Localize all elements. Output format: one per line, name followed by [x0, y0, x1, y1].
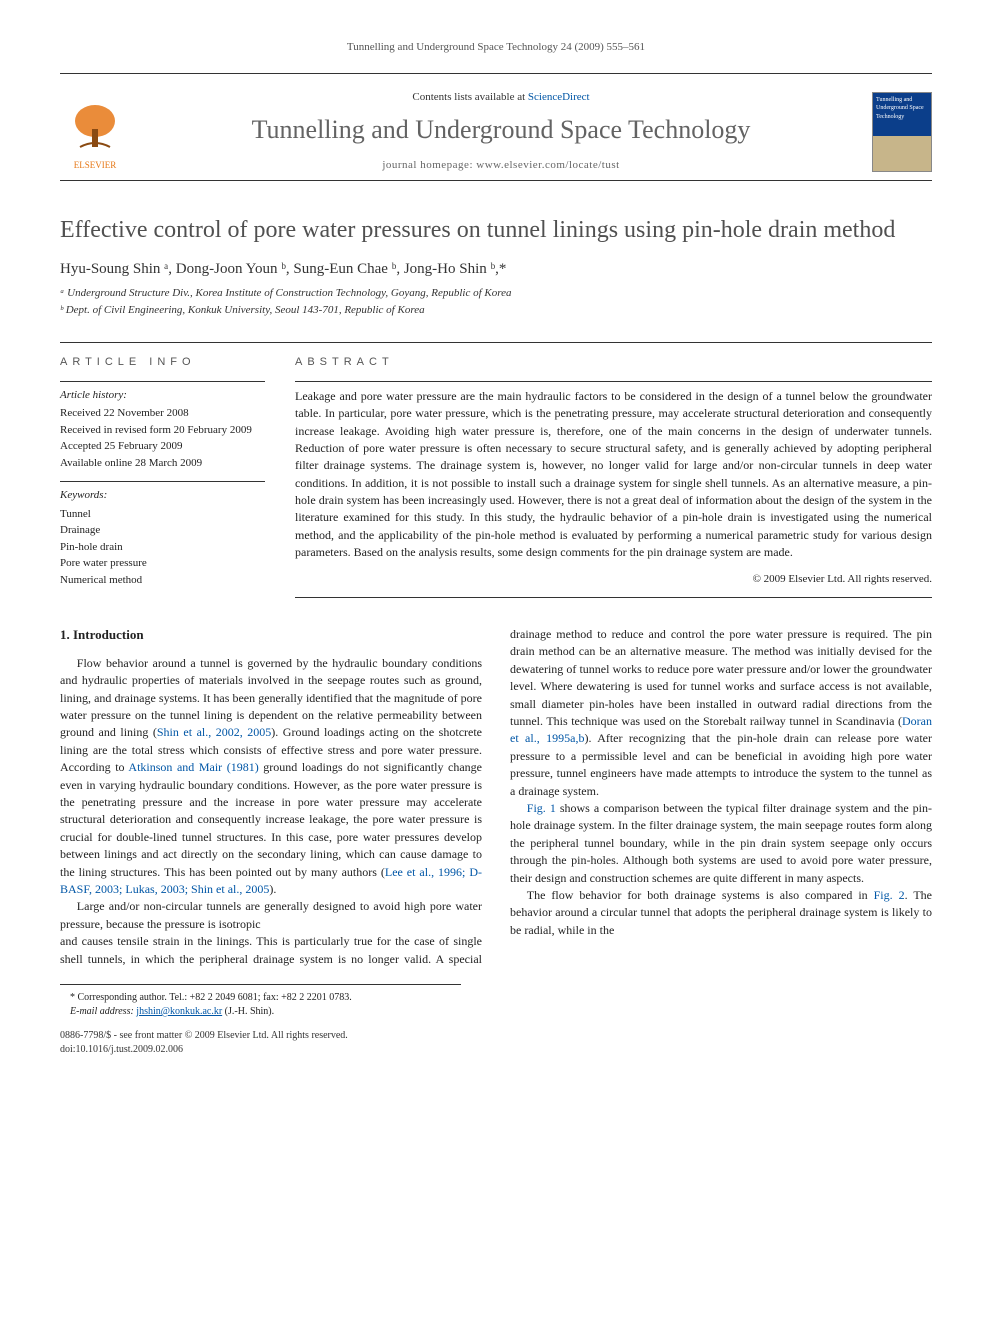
abstract-text: Leakage and pore water pressure are the … [295, 388, 932, 562]
corr-email-line: E-mail address: jhshin@konkuk.ac.kr (J.-… [60, 1005, 461, 1019]
publisher-logo: ELSEVIER [60, 92, 130, 172]
abstract-copyright: © 2009 Elsevier Ltd. All rights reserved… [295, 572, 932, 587]
corr-author-line: * Corresponding author. Tel.: +82 2 2049… [60, 991, 461, 1005]
history-line: Received 22 November 2008 [60, 405, 265, 422]
history-label: Article history: [60, 388, 265, 403]
front-matter-line: 0886-7798/$ - see front matter © 2009 El… [60, 1029, 348, 1043]
contents-prefix: Contents lists available at [412, 91, 527, 103]
citation-link[interactable]: Atkinson and Mair (1981) [128, 760, 258, 774]
sciencedirect-link[interactable]: ScienceDirect [528, 91, 590, 103]
keyword: Tunnel [60, 506, 265, 523]
author-list: Hyu-Soung Shin ᵃ, Dong-Joon Youn ᵇ, Sung… [60, 259, 932, 280]
article-info-column: ARTICLE INFO Article history: Received 2… [60, 355, 265, 598]
abs-rule-bottom [295, 597, 932, 598]
cover-text: Tunnelling and Underground Space Technol… [876, 97, 924, 120]
keyword: Pin-hole drain [60, 539, 265, 556]
affiliation-a: ᵃ Underground Structure Div., Korea Inst… [60, 286, 932, 301]
corresponding-footnote: * Corresponding author. Tel.: +82 2 2049… [60, 984, 461, 1019]
figure-ref[interactable]: Fig. 1 [527, 801, 556, 815]
body-para-5: The flow behavior for both drainage syst… [510, 887, 932, 939]
footer-left: 0886-7798/$ - see front matter © 2009 El… [60, 1029, 348, 1057]
info-rule-1 [60, 381, 265, 382]
keywords-label: Keywords: [60, 488, 265, 503]
page-footer: 0886-7798/$ - see front matter © 2009 El… [60, 1029, 932, 1057]
abs-rule-top [295, 381, 932, 382]
corr-email-link[interactable]: jhshin@konkuk.ac.kr [136, 1006, 222, 1017]
citation-link[interactable]: Shin et al., 2002, 2005 [157, 725, 271, 739]
top-rule [60, 73, 932, 74]
page-root: Tunnelling and Underground Space Technol… [0, 0, 992, 1087]
keyword: Drainage [60, 522, 265, 539]
history-line: Received in revised form 20 February 200… [60, 422, 265, 439]
body-para-4: Fig. 1 shows a comparison between the ty… [510, 800, 932, 887]
history-line: Accepted 25 February 2009 [60, 438, 265, 455]
keyword: Pore water pressure [60, 555, 265, 572]
info-rule-2 [60, 481, 265, 482]
elsevier-tree-icon [65, 99, 125, 159]
body-para-1: Flow behavior around a tunnel is governe… [60, 655, 482, 898]
journal-name: Tunnelling and Underground Space Technol… [148, 112, 854, 148]
homepage-prefix: journal homepage: [382, 159, 476, 171]
abstract-heading: ABSTRACT [295, 355, 932, 370]
running-head: Tunnelling and Underground Space Technol… [60, 40, 932, 55]
email-suffix: (J.-H. Shin). [225, 1006, 274, 1017]
homepage-url: www.elsevier.com/locate/tust [476, 159, 619, 171]
body-columns: 1. Introduction Flow behavior around a t… [60, 626, 932, 968]
journal-cover-thumb: Tunnelling and Underground Space Technol… [872, 92, 932, 172]
section-heading-1: 1. Introduction [60, 626, 482, 645]
keyword: Numerical method [60, 572, 265, 589]
body-para-2: Large and/or non-circular tunnels are ge… [60, 898, 482, 933]
email-label: E-mail address: [70, 1006, 134, 1017]
title-block: Effective control of pore water pressure… [60, 215, 932, 319]
figure-ref[interactable]: Fig. 2 [874, 888, 905, 902]
homepage-line: journal homepage: www.elsevier.com/locat… [148, 158, 854, 173]
abstract-column: ABSTRACT Leakage and pore water pressure… [295, 355, 932, 598]
publisher-label: ELSEVIER [74, 159, 117, 172]
article-title: Effective control of pore water pressure… [60, 215, 932, 245]
masthead-center: Contents lists available at ScienceDirec… [148, 90, 854, 173]
history-line: Available online 28 March 2009 [60, 455, 265, 472]
masthead: ELSEVIER Contents lists available at Sci… [60, 82, 932, 180]
affiliation-b: ᵇ Dept. of Civil Engineering, Konkuk Uni… [60, 303, 932, 318]
info-abstract-row: ARTICLE INFO Article history: Received 2… [60, 342, 932, 598]
affiliations: ᵃ Underground Structure Div., Korea Inst… [60, 286, 932, 319]
contents-line: Contents lists available at ScienceDirec… [148, 90, 854, 105]
doi-line: doi:10.1016/j.tust.2009.02.006 [60, 1043, 348, 1057]
article-info-heading: ARTICLE INFO [60, 355, 265, 370]
